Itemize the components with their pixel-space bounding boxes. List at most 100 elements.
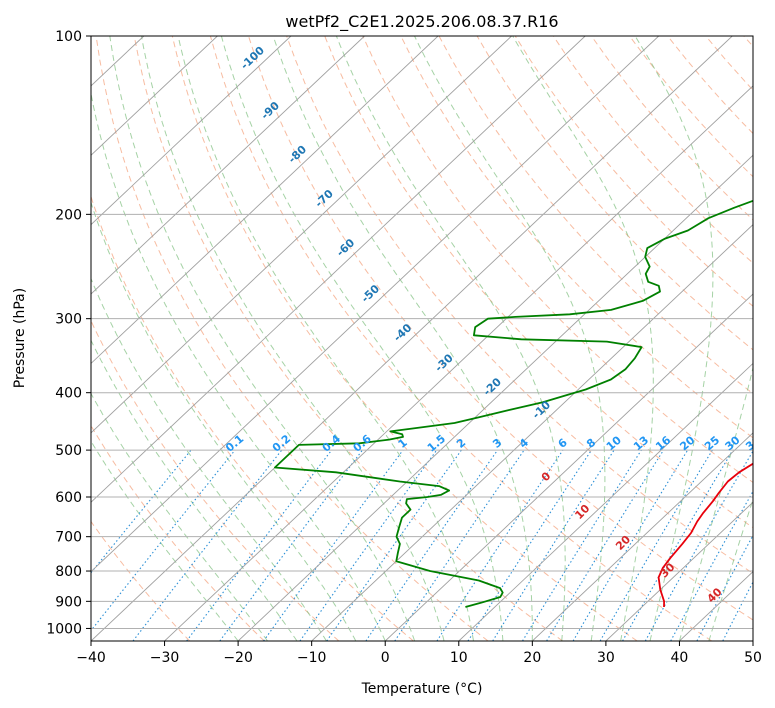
isotherm-line — [679, 570, 753, 641]
moist-adiabat-label: 10 — [572, 502, 592, 522]
x-tick-label: 10 — [450, 650, 468, 666]
x-tick-label: 40 — [671, 650, 689, 666]
moist-adiabat-label: 20 — [613, 533, 633, 553]
dry-adiabat-line — [286, 36, 753, 575]
mixing-ratio-label: 0.6 — [351, 432, 375, 455]
isotherm-label: -10 — [530, 398, 554, 421]
y-tick-label: 1000 — [46, 621, 82, 637]
isotherm-line — [458, 362, 753, 641]
y-tick-label: 300 — [55, 312, 82, 328]
isotherm-line — [91, 36, 512, 434]
dry-adiabat-line — [91, 319, 340, 641]
dry-adiabat-line — [743, 36, 753, 48]
dry-adiabat-line — [91, 520, 191, 641]
isotherm-line — [91, 36, 292, 226]
isotherm-line — [0, 36, 70, 641]
isotherm-line — [311, 224, 753, 641]
line-labels: -100-90-80-70-60-50-40-30-20-100.1 0.2 0.4… — [223, 44, 763, 606]
skewed-isotherms — [0, 36, 753, 641]
y-tick-label: 600 — [55, 490, 82, 506]
isotherm-line — [91, 36, 733, 641]
isotherm-label: -100 — [238, 44, 267, 73]
dry-adiabats — [91, 36, 753, 641]
dry-adiabat-line — [133, 36, 563, 641]
mixing-ratio-line — [91, 449, 192, 574]
moist-adiabat-line — [91, 201, 357, 641]
plot-area: -100-90-80-70-60-50-40-30-20-100.1 0.2 0.4… — [0, 36, 763, 641]
y-tick-label: 900 — [55, 594, 82, 610]
dry-adiabat-line — [171, 36, 638, 641]
isotherm-line — [91, 36, 365, 295]
dry-adiabat-line — [248, 36, 753, 621]
isotherm-line — [752, 640, 753, 641]
mixing-ratio-line — [546, 449, 664, 641]
mixing-ratio-label: 6 — [556, 436, 570, 451]
moist-adiabat-line — [708, 497, 753, 641]
y-tick-label: 200 — [55, 207, 82, 223]
x-tick-label: 30 — [597, 650, 615, 666]
isotherm-line — [605, 501, 753, 641]
isotherm-line — [384, 293, 753, 641]
dewpoint-line — [273, 199, 753, 608]
moist-adiabat-line — [91, 277, 327, 641]
x-tick-label: 0 — [381, 650, 390, 666]
isotherm-line — [164, 85, 753, 641]
x-tick-label: 20 — [523, 650, 541, 666]
moist-adiabat-line — [141, 36, 445, 641]
dry-adiabat-line — [552, 36, 753, 264]
mixing-ratio-line — [186, 449, 333, 641]
dry-adiabat-line — [91, 195, 414, 641]
mixing-ratio-line — [622, 449, 734, 641]
moist-adiabat-label: 40 — [705, 585, 725, 605]
dry-adiabat-line — [324, 36, 753, 529]
mixing-ratio-line — [696, 534, 753, 641]
dry-adiabat-line — [400, 36, 753, 439]
y-tick-label: 400 — [55, 386, 82, 402]
isotherm-line — [237, 154, 753, 641]
mixing-ratio-label: 0.1 — [223, 432, 246, 454]
x-tick-label: −30 — [150, 650, 180, 666]
isotherm-line — [91, 36, 660, 573]
profile-series — [273, 199, 753, 608]
y-tick-label: 100 — [55, 29, 82, 45]
isotherm-label: -50 — [359, 282, 383, 305]
mixing-ratio-label: 3 — [490, 436, 504, 451]
mixing-ratio-line — [670, 490, 753, 641]
moist-adiabat-line — [272, 36, 533, 641]
moist-adiabat-line — [109, 36, 416, 641]
moist-adiabat-line — [91, 440, 239, 641]
mixing-ratio-line — [219, 449, 363, 641]
dry-adiabat-line — [95, 36, 489, 641]
mixing-ratio-label: 1.5 — [425, 432, 448, 454]
isotherm-line — [91, 36, 586, 503]
mixing-ratio-line — [365, 449, 499, 641]
isotherm-label: -80 — [286, 143, 310, 166]
mixing-ratio-line — [436, 449, 564, 641]
mixing-ratio-line — [263, 449, 404, 641]
moist-adiabat-line — [220, 36, 504, 641]
mixing-ratio-label: 0.4 — [320, 432, 344, 455]
x-tick-label: −10 — [297, 650, 327, 666]
dry-adiabat-line — [514, 36, 753, 307]
mixing-ratio-lines — [91, 449, 753, 641]
x-axis-label: Temperature (°C) — [361, 681, 483, 697]
dry-adiabat-line — [209, 36, 713, 641]
moist-adiabat-line — [678, 365, 753, 641]
mixing-ratio-label: 36 — [743, 433, 763, 453]
y-axis: 100 200 300 400 500 600 700 800 900 1000 — [46, 29, 91, 637]
mixing-ratio-line — [326, 449, 462, 641]
moist-adiabat-line — [91, 91, 386, 641]
mixing-ratio-line — [91, 449, 236, 632]
moist-adiabat-label: 30 — [657, 560, 677, 580]
isotherm-label: -60 — [334, 236, 358, 259]
x-tick-label: −20 — [223, 650, 253, 666]
moist-adiabat-line — [634, 36, 714, 641]
mixing-ratio-line — [467, 449, 592, 641]
isotherm-label: -20 — [481, 375, 505, 398]
isotherm-line — [91, 36, 218, 156]
y-axis-label: Pressure (hPa) — [12, 288, 28, 388]
moist-adiabat-line — [91, 339, 298, 641]
moist-adiabats — [91, 36, 753, 641]
mixing-ratio-label: 1 — [396, 436, 410, 451]
